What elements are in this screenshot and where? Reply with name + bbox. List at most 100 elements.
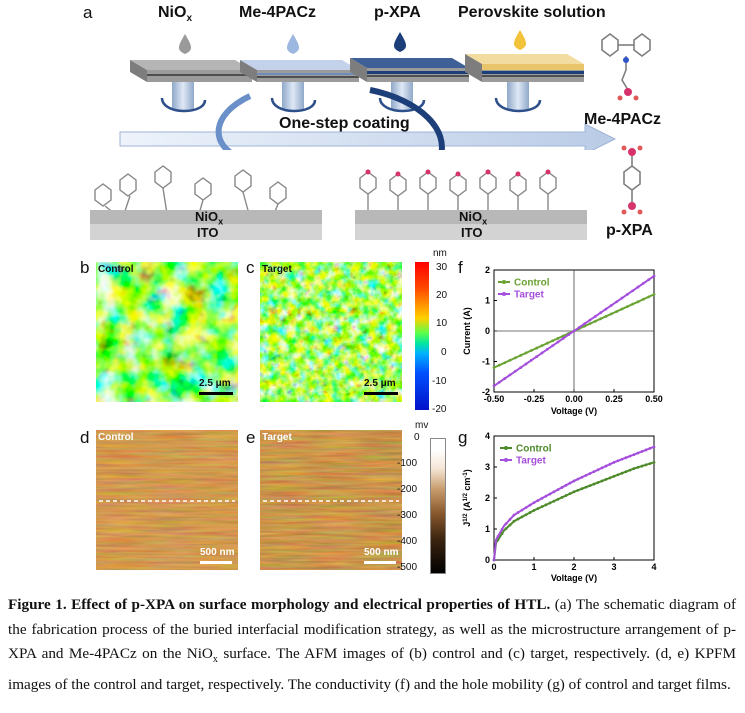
data-point [620,457,624,461]
ito-layer-right [355,224,587,240]
data-point [564,494,568,497]
xlabel: Voltage (V) [551,573,597,583]
data-point [648,462,652,465]
caption-sub: x [212,654,218,666]
data-point [492,384,496,388]
nio-label-right-sub: x [482,216,488,227]
x-tick-label: 3 [611,562,616,572]
kpfm-colorbar-unit: mv [415,420,429,431]
x-tick-label: -0.50 [484,394,505,404]
data-point [641,297,645,301]
x-tick-label: 4 [651,562,656,572]
data-point [508,373,512,377]
data-point [588,472,592,475]
substrate-2 [240,60,359,110]
data-point [544,494,548,498]
curved-arrow-left [215,93,252,150]
data-point [624,470,628,474]
afm-tick-30: 30 [436,262,448,273]
spin-coating-schematic [119,30,617,150]
data-point [516,511,520,514]
data-point [503,361,507,365]
drop-pxpa-icon [393,32,407,52]
x-tick-label: 0.25 [605,394,623,404]
data-point [592,470,596,474]
nio-subscript: x [186,13,193,25]
afm-control-label: Control [98,264,134,275]
iv-chart: -0.50 -0.25 0.00 0.25 0.50 2 1 0 -1 -2 ControlTar… [462,265,663,416]
ito-label-left: ITO [197,225,219,240]
panel-letter-d: d [80,428,90,447]
data-point [529,349,533,352]
data-point [632,467,636,470]
afm-control-scale-text: 2.5 μm [199,378,231,389]
afm-target-scalebar [364,392,398,395]
afm-tick-20: 20 [436,290,448,301]
kpfm-control-scale-text: 500 nm [200,547,235,558]
data-point [508,358,512,362]
data-point [576,477,580,481]
kpfm-tick-m100: -100 [397,458,418,469]
data-point [580,475,584,479]
kpfm-target-scale-text: 500 nm [364,547,399,558]
legend-label-target: Target [516,456,546,467]
data-point [620,471,624,475]
ylabel-sup1: 1/2 [463,513,469,522]
pxpa-structure [621,145,643,215]
afm-image-control [96,262,238,402]
data-point [640,450,644,453]
afm-colorbar [415,262,429,410]
x-tick-label: 0.50 [645,394,663,404]
step-label-nio-text: NiO [158,4,187,21]
data-point [593,319,597,323]
data-point [512,513,516,517]
step-label-me4pacz: Me-4PACz [239,4,317,21]
data-point [512,519,516,523]
y-tick-label: 3 [485,462,490,472]
kpfm-target-label: Target [262,432,292,443]
data-point [583,324,587,328]
data-point [504,527,508,531]
data-point [631,302,635,306]
data-point [596,468,600,472]
kpfm-tick-m200: -200 [397,484,418,495]
one-step-arrow [119,123,617,150]
me4pacz-structure [601,33,651,101]
ylabel: Current (A) [462,307,472,355]
x-tick-label: 2 [571,562,576,572]
data-point [552,499,556,503]
data-point [600,479,604,483]
data-point [492,366,496,369]
data-point [596,481,600,484]
data-point [520,515,524,519]
kpfm-colorbar [430,438,446,574]
y-tick-label: 1 [485,296,490,306]
afm-target-label: Target [262,264,292,275]
data-point [616,473,620,477]
kpfm-tick-0: 0 [414,432,420,443]
nio-layer-right [355,210,587,224]
afm-tick-0: 0 [441,347,447,358]
data-point [513,356,517,360]
kpfm-image-target [260,430,402,570]
y-tick-label: 2 [485,493,490,503]
data-point [640,464,644,468]
panel-letter-e: e [246,428,256,447]
data-point [520,508,524,512]
data-point [608,462,612,466]
rotation-arrows [160,97,542,113]
data-point [620,307,624,311]
data-point [615,300,619,304]
data-point [500,527,504,531]
kpfm-control-scalebar [200,561,232,564]
step-label-nio: NiOx [158,4,192,24]
afm-image-target [260,262,402,402]
data-point [508,523,512,527]
afm-target-scale-text: 2.5 μm [364,378,396,389]
data-point [503,377,507,380]
data-point [599,311,603,315]
data-point [584,485,588,489]
kpfm-tick-m300: -300 [397,510,418,521]
data-point [524,362,528,366]
